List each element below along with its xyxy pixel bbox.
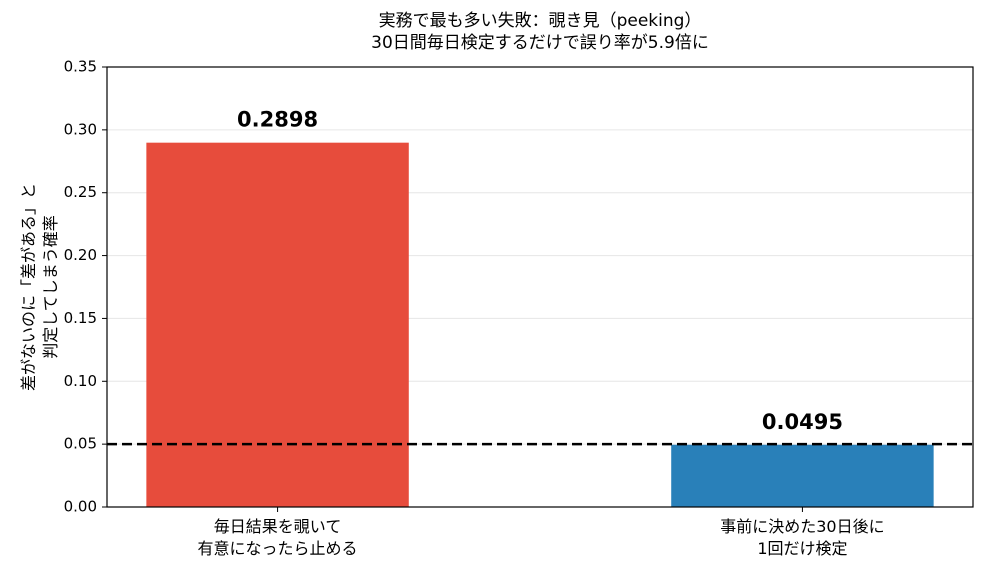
plot-frame bbox=[106, 66, 974, 508]
y-tick-label: 0.05 bbox=[64, 435, 97, 453]
y-axis-label: 差がないのに「差がある」と 判定してしまう確率 bbox=[19, 183, 60, 392]
value-label: 0.2898 bbox=[237, 108, 318, 132]
y-tick-label: 0.00 bbox=[64, 498, 97, 516]
y-tick-label: 0.25 bbox=[64, 183, 97, 201]
y-tick-label: 0.15 bbox=[64, 309, 97, 327]
bar bbox=[146, 142, 409, 507]
x-tick-label: 事前に決めた30日後に 1回だけ検定 bbox=[720, 517, 885, 558]
bar bbox=[671, 444, 934, 507]
value-label: 0.0495 bbox=[762, 410, 843, 434]
y-tick-label: 0.10 bbox=[64, 372, 97, 390]
chart-title: 実務で最も多い失敗：覗き見（peeking） 30日間毎日検定するだけで誤り率が… bbox=[371, 11, 709, 53]
y-tick-label: 0.20 bbox=[64, 246, 97, 264]
y-tick-label: 0.35 bbox=[64, 58, 97, 76]
x-tick-label: 毎日結果を覗いて 有意になったら止める bbox=[197, 517, 358, 558]
y-tick-label: 0.30 bbox=[64, 120, 97, 138]
